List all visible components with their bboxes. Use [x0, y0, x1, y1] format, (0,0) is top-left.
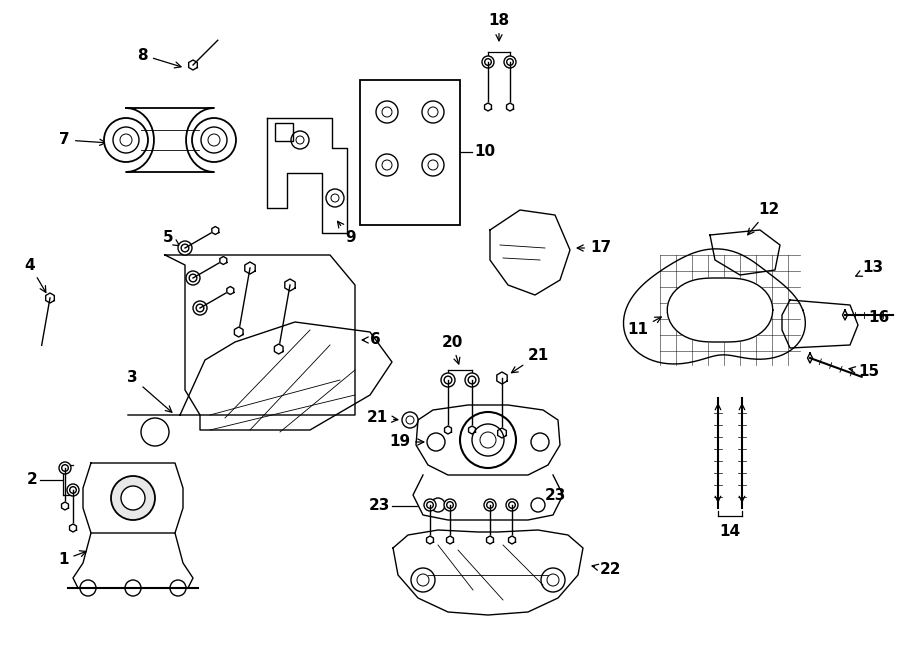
Text: 16: 16: [868, 311, 889, 325]
Polygon shape: [624, 249, 806, 364]
Polygon shape: [782, 300, 858, 348]
Polygon shape: [427, 536, 434, 544]
Circle shape: [465, 373, 479, 387]
Text: 18: 18: [489, 13, 509, 41]
Text: 22: 22: [592, 563, 622, 578]
Circle shape: [460, 412, 516, 468]
Polygon shape: [165, 255, 355, 415]
Polygon shape: [189, 60, 197, 70]
Circle shape: [67, 484, 79, 496]
Circle shape: [104, 118, 148, 162]
Polygon shape: [667, 278, 773, 342]
Text: 21: 21: [367, 410, 398, 426]
Circle shape: [121, 486, 145, 510]
Text: 4: 4: [24, 258, 46, 292]
Text: 5: 5: [162, 231, 179, 246]
Polygon shape: [508, 536, 516, 544]
Polygon shape: [507, 103, 514, 111]
Text: 19: 19: [389, 434, 424, 449]
Polygon shape: [490, 210, 570, 295]
Circle shape: [444, 499, 456, 511]
Polygon shape: [227, 286, 234, 295]
Circle shape: [482, 56, 494, 68]
Polygon shape: [128, 322, 392, 430]
Text: 3: 3: [128, 371, 172, 412]
Polygon shape: [220, 256, 227, 264]
Polygon shape: [46, 293, 54, 303]
Text: 10: 10: [474, 145, 495, 159]
Text: 23: 23: [369, 498, 390, 514]
Text: 1: 1: [58, 551, 86, 568]
Polygon shape: [83, 463, 183, 533]
Polygon shape: [73, 533, 193, 588]
Text: 8: 8: [138, 48, 181, 68]
Circle shape: [504, 56, 516, 68]
Polygon shape: [445, 426, 452, 434]
Polygon shape: [469, 426, 475, 434]
Text: 14: 14: [719, 524, 741, 539]
Polygon shape: [274, 344, 283, 354]
Circle shape: [186, 271, 200, 285]
Polygon shape: [393, 530, 583, 615]
Polygon shape: [487, 536, 493, 544]
Circle shape: [111, 476, 155, 520]
Polygon shape: [416, 405, 560, 475]
Polygon shape: [284, 279, 295, 291]
Circle shape: [178, 241, 192, 255]
Polygon shape: [484, 103, 491, 111]
Polygon shape: [61, 502, 68, 510]
Polygon shape: [446, 536, 454, 544]
Text: 21: 21: [511, 348, 549, 373]
Text: 13: 13: [856, 260, 883, 276]
Text: 2: 2: [27, 473, 38, 488]
Polygon shape: [126, 108, 214, 172]
Text: 23: 23: [545, 488, 566, 504]
Text: 6: 6: [362, 332, 381, 348]
Circle shape: [193, 301, 207, 315]
Polygon shape: [245, 262, 256, 274]
Text: 9: 9: [338, 221, 356, 245]
Polygon shape: [413, 475, 563, 520]
Circle shape: [402, 412, 418, 428]
Circle shape: [192, 118, 236, 162]
Circle shape: [59, 462, 71, 474]
Text: 17: 17: [577, 241, 611, 256]
Polygon shape: [498, 428, 507, 438]
Circle shape: [506, 499, 518, 511]
Circle shape: [441, 373, 455, 387]
Polygon shape: [234, 327, 243, 337]
Text: 7: 7: [59, 132, 106, 147]
Circle shape: [484, 499, 496, 511]
Polygon shape: [69, 524, 76, 532]
Bar: [275, 123, 293, 141]
Text: 12: 12: [748, 202, 779, 235]
Polygon shape: [212, 227, 219, 235]
Text: 15: 15: [849, 364, 879, 379]
Polygon shape: [710, 230, 780, 275]
Circle shape: [424, 499, 436, 511]
Text: 20: 20: [441, 335, 463, 364]
Polygon shape: [497, 372, 508, 384]
Text: 11: 11: [627, 317, 662, 338]
Bar: [360, 80, 460, 225]
Polygon shape: [267, 118, 347, 233]
